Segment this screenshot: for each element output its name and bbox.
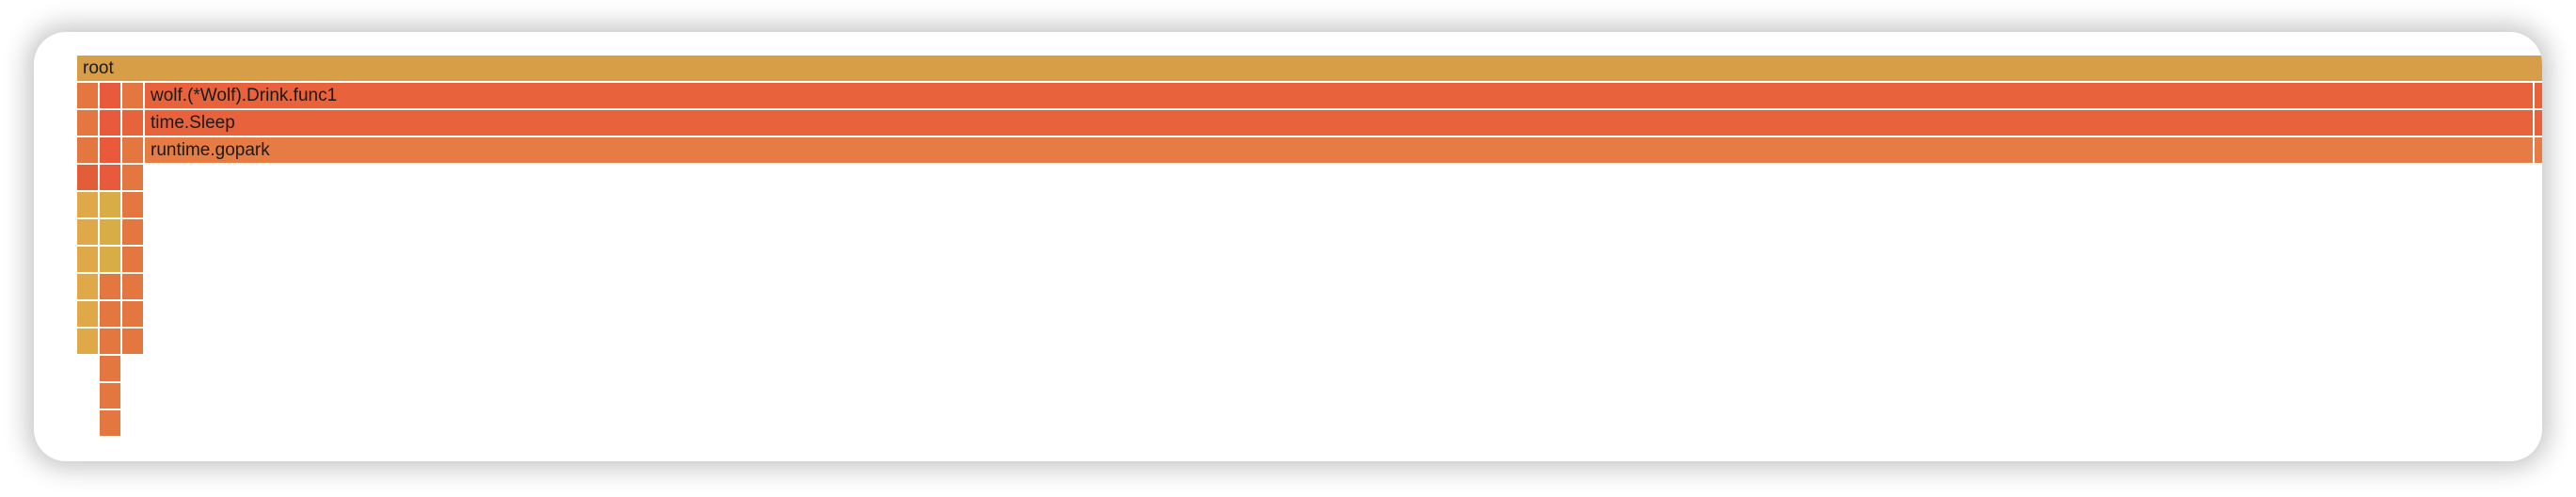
flame-frame[interactable] [122,301,145,329]
flame-frame[interactable] [100,192,122,219]
flame-frame[interactable] [100,383,122,410]
flame-frame-label: wolf.(*Wolf).Drink.func1 [151,85,338,105]
flame-frame[interactable] [100,329,122,356]
flame-frame[interactable] [100,410,122,438]
flame-frame[interactable]: root [77,56,2542,83]
flame-frame[interactable] [100,110,122,137]
flame-frame[interactable] [100,247,122,274]
flame-frame[interactable] [77,192,100,219]
flame-frame-label: runtime.gopark [151,139,270,160]
flame-frame[interactable] [100,165,122,192]
flame-frame[interactable] [100,83,122,110]
flame-frame[interactable] [2535,137,2542,165]
flame-frame[interactable] [100,356,122,383]
flame-frame[interactable] [100,274,122,301]
flame-frame[interactable] [77,83,100,110]
flamegraph-panel: root wolf.(*Wolf).Drink.func1 time.Sleep ru… [34,32,2542,461]
flame-frame[interactable] [122,274,145,301]
flame-frame[interactable] [2535,110,2542,137]
flame-frame[interactable] [77,137,100,165]
flame-frame[interactable] [77,329,100,356]
flame-frame[interactable] [77,301,100,329]
flame-frame[interactable] [122,83,145,110]
flame-frame-label: time.Sleep [151,112,235,133]
flame-frame[interactable]: time.Sleep [145,110,2535,137]
flame-frame[interactable] [100,137,122,165]
flame-frame[interactable] [100,301,122,329]
flame-frame[interactable] [122,110,145,137]
flame-frame[interactable] [100,219,122,247]
flame-frame[interactable] [77,110,100,137]
flame-frame[interactable] [77,274,100,301]
flame-frame-label: root [83,57,114,78]
flamegraph: root wolf.(*Wolf).Drink.func1 time.Sleep ru… [34,32,2542,461]
flame-frame[interactable]: wolf.(*Wolf).Drink.func1 [145,83,2535,110]
flame-frame[interactable] [122,219,145,247]
flame-frame[interactable] [77,165,100,192]
flame-frame[interactable] [122,192,145,219]
flame-frame[interactable] [122,137,145,165]
flame-frame[interactable] [122,329,145,356]
flame-frame[interactable] [122,165,145,192]
flame-frame[interactable] [77,247,100,274]
flame-frame[interactable] [77,219,100,247]
flame-frame[interactable]: runtime.gopark [145,137,2535,165]
flame-frame[interactable] [122,247,145,274]
flame-frame[interactable] [2535,83,2542,110]
